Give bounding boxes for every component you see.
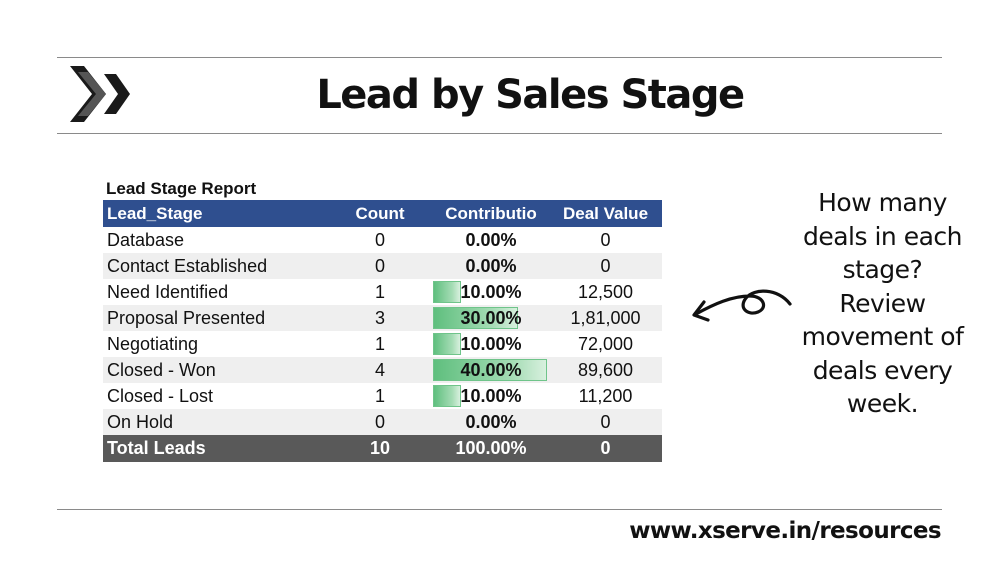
contribution-data-bar [433,281,462,303]
contribution-cell: 0.00% [433,227,549,253]
stage-cell: Contact Established [103,253,327,279]
deal-value-cell: 0 [549,409,662,435]
contribution-cell: 10.00% [433,331,549,357]
stage-cell: Closed - Lost [103,383,327,409]
table-header-row: Lead_Stage Count Contributio Deal Value [103,200,662,227]
note-line: deals every [812,355,953,385]
note-line: movement of [801,322,964,351]
column-header-contribution: Contributio [433,200,549,227]
deal-value-cell: 12,500 [549,279,662,305]
deal-value-cell: 11,200 [549,383,662,409]
report-title: Lead Stage Report [106,179,257,198]
count-cell: 1 [327,331,433,357]
note-line: stage? [842,255,923,284]
table-row: Closed - Won 4 40.00% 89,600 [103,357,662,383]
table-row: Proposal Presented 3 30.00% 1,81,000 [103,305,662,331]
total-count: 10 [327,435,433,462]
contribution-cell: 10.00% [433,383,549,409]
total-row: Total Leads 10 100.00% 0 [103,435,662,462]
total-contribution: 100.00% [433,435,549,462]
count-cell: 0 [327,409,433,435]
lead-stage-table: Lead_Stage Count Contributio Deal Value … [103,200,662,462]
contribution-data-bar [433,359,547,381]
stage-cell: On Hold [103,409,327,435]
stage-cell: Closed - Won [103,357,327,383]
count-cell: 0 [327,227,433,253]
header-divider [57,133,942,134]
contribution-percent: 30.00% [460,307,522,328]
note-line: Review [839,288,926,318]
contribution-data-bar [433,307,519,329]
top-divider [57,57,942,58]
deal-value-cell: 89,600 [549,357,662,383]
contribution-cell: 10.00% [433,279,549,305]
contribution-percent: 0.00% [465,255,517,276]
contribution-percent: 0.00% [465,229,517,250]
footer-divider [57,509,942,510]
deal-value-cell: 72,000 [549,331,662,357]
table-row: Need Identified 1 10.00% 12,500 [103,279,662,305]
contribution-percent: 40.00% [460,359,522,380]
count-cell: 1 [327,279,433,305]
contribution-cell: 0.00% [433,253,549,279]
note-line: How many [818,188,947,217]
column-header-count: Count [327,200,433,227]
total-label: Total Leads [103,435,327,462]
contribution-data-bar [433,333,462,355]
note-line: deals in each [802,221,963,251]
table-row: Negotiating 1 10.00% 72,000 [103,331,662,357]
contribution-cell: 0.00% [433,409,549,435]
column-header-deal-value: Deal Value [549,200,662,227]
annotation-note: How many deals in each stage? Review mov… [790,186,975,421]
stage-cell: Need Identified [103,279,327,305]
column-header-stage: Lead_Stage [103,200,327,227]
contribution-percent: 10.00% [460,333,522,354]
page-title: Lead by Sales Stage [316,72,745,118]
deal-value-cell: 1,81,000 [549,305,662,331]
contribution-cell: 30.00% [433,305,549,331]
contribution-percent: 10.00% [460,385,522,406]
stage-cell: Proposal Presented [103,305,327,331]
deal-value-cell: 0 [549,227,662,253]
table-row: Contact Established 0 0.00% 0 [103,253,662,279]
count-cell: 3 [327,305,433,331]
table-row: On Hold 0 0.00% 0 [103,409,662,435]
curly-arrow-left-icon [692,289,792,322]
table-row: Database 0 0.00% 0 [103,227,662,253]
contribution-cell: 40.00% [433,357,549,383]
count-cell: 1 [327,383,433,409]
stage-cell: Negotiating [103,331,327,357]
contribution-percent: 10.00% [460,281,522,302]
count-cell: 4 [327,357,433,383]
contribution-data-bar [433,385,462,407]
table-row: Closed - Lost 1 10.00% 11,200 [103,383,662,409]
stage-cell: Database [103,227,327,253]
note-line: week. [846,389,919,418]
lead-stage-report: Lead Stage Report Lead_Stage Count Contr… [103,178,662,462]
deal-value-cell: 0 [549,253,662,279]
resources-url[interactable]: www.xserve.in/resources [629,518,941,544]
xserve-logo-icon [70,66,130,122]
count-cell: 0 [327,253,433,279]
total-deal-value: 0 [549,435,662,462]
contribution-percent: 0.00% [465,411,517,432]
